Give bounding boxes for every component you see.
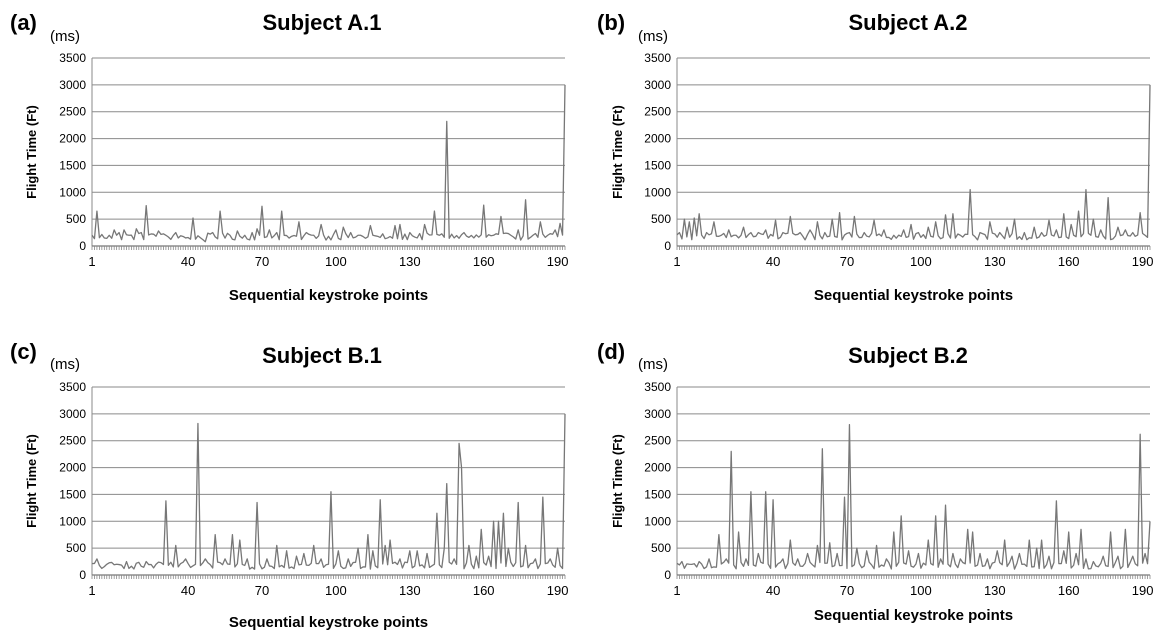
series-line: [676, 423, 1151, 570]
x-axis-label: Sequential keystroke points: [814, 287, 1013, 304]
x-tick-label: 40: [766, 583, 780, 598]
x-tick-label: 100: [910, 254, 932, 269]
y-unit-label: (ms): [50, 28, 80, 45]
y-tick-label: 2500: [59, 105, 86, 119]
y-tick-label: 1000: [644, 185, 671, 199]
y-unit-label: (ms): [638, 28, 668, 45]
panel-a: 0 500 1000 1500 2000 2500 3000 3500 1 40 70 100 130 1…: [10, 10, 568, 304]
x-tick-label: 70: [840, 254, 854, 269]
panel-b: 0 500 1000 1500 2000 2500 3000 3500 1 40 70 100 130 1…: [597, 10, 1153, 304]
y-tick-label: 2000: [644, 132, 671, 146]
x-tick-label: 190: [547, 254, 569, 269]
y-tick-label: 3000: [59, 78, 86, 92]
x-tick-label: 190: [547, 583, 569, 598]
y-axis-label: Flight Time (Ft): [24, 434, 39, 528]
y-tick-label: 3500: [59, 51, 86, 65]
panel-label: (c): [10, 339, 37, 364]
x-tick-label: 130: [399, 583, 421, 598]
x-minor-ticks: [676, 575, 1151, 579]
x-tick-label: 70: [255, 583, 269, 598]
y-tick-label: 2500: [59, 434, 86, 448]
y-tick-label: 2000: [59, 461, 86, 475]
y-unit-label: (ms): [50, 356, 80, 373]
x-tick-label: 40: [181, 254, 195, 269]
y-tick-label: 0: [79, 239, 86, 253]
y-tick-label: 500: [651, 541, 671, 555]
x-tick-label: 160: [473, 583, 495, 598]
x-tick-label: 1: [88, 254, 95, 269]
x-minor-ticks: [91, 575, 566, 579]
y-tick-label: 0: [664, 568, 671, 582]
x-axis-label: Sequential keystroke points: [229, 614, 428, 631]
x-tick-label: 70: [840, 583, 854, 598]
chart-title: Subject A.2: [849, 10, 968, 35]
y-tick-label: 500: [66, 212, 86, 226]
y-tick-label: 2000: [59, 132, 86, 146]
y-tick-label: 500: [66, 541, 86, 555]
x-axis-label: Sequential keystroke points: [814, 607, 1013, 624]
y-tick-label: 3500: [644, 380, 671, 394]
series-line: [676, 84, 1151, 241]
chart-title: Subject B.2: [848, 343, 968, 368]
y-tick-label: 3500: [59, 380, 86, 394]
y-tick-label: 2500: [644, 105, 671, 119]
x-tick-label: 190: [1132, 254, 1154, 269]
y-tick-label: 3000: [644, 78, 671, 92]
x-tick-label: 1: [88, 583, 95, 598]
y-tick-label: 1500: [59, 158, 86, 172]
y-tick-label: 0: [79, 568, 86, 582]
panel-label: (a): [10, 10, 37, 35]
series-line: [91, 84, 566, 243]
chart-title: Subject B.1: [262, 343, 382, 368]
y-tick-label: 1500: [59, 487, 86, 501]
x-tick-label: 100: [325, 254, 347, 269]
x-tick-label: 1: [673, 254, 680, 269]
y-tick-label: 1000: [59, 185, 86, 199]
series-line: [91, 413, 566, 570]
y-axis-label: Flight Time (Ft): [24, 105, 39, 199]
x-tick-label: 1: [673, 583, 680, 598]
x-tick-label: 160: [1058, 254, 1080, 269]
y-tick-label: 3000: [644, 407, 671, 421]
y-tick-label: 1000: [644, 514, 671, 528]
x-tick-label: 190: [1132, 583, 1154, 598]
x-tick-label: 40: [766, 254, 780, 269]
x-tick-label: 130: [399, 254, 421, 269]
y-tick-label: 1500: [644, 158, 671, 172]
panel-label: (b): [597, 10, 625, 35]
x-axis-label: Sequential keystroke points: [229, 287, 428, 304]
y-tick-label: 2500: [644, 434, 671, 448]
x-tick-label: 40: [181, 583, 195, 598]
x-tick-label: 70: [255, 254, 269, 269]
y-axis-label: Flight Time (Ft): [610, 105, 625, 199]
y-tick-label: 0: [664, 239, 671, 253]
x-tick-label: 130: [984, 254, 1006, 269]
x-tick-label: 160: [473, 254, 495, 269]
y-tick-label: 1500: [644, 487, 671, 501]
x-tick-label: 100: [325, 583, 347, 598]
x-tick-label: 100: [910, 583, 932, 598]
x-minor-ticks: [676, 246, 1151, 250]
y-unit-label: (ms): [638, 356, 668, 373]
y-tick-label: 3500: [644, 51, 671, 65]
panel-d: 0 500 1000 1500 2000 2500 3000 3500 1 40 70 100 130 1…: [597, 339, 1153, 624]
panel-label: (d): [597, 339, 625, 364]
y-axis-label: Flight Time (Ft): [610, 434, 625, 528]
x-minor-ticks: [91, 246, 566, 250]
y-tick-label: 1000: [59, 514, 86, 528]
y-tick-label: 500: [651, 212, 671, 226]
y-tick-label: 3000: [59, 407, 86, 421]
x-tick-label: 160: [1058, 583, 1080, 598]
panel-c: 0 500 1000 1500 2000 2500 3000 3500 1 40 70 100 130 1…: [10, 339, 568, 631]
y-tick-label: 2000: [644, 461, 671, 475]
chart-title: Subject A.1: [263, 10, 382, 35]
x-tick-label: 130: [984, 583, 1006, 598]
